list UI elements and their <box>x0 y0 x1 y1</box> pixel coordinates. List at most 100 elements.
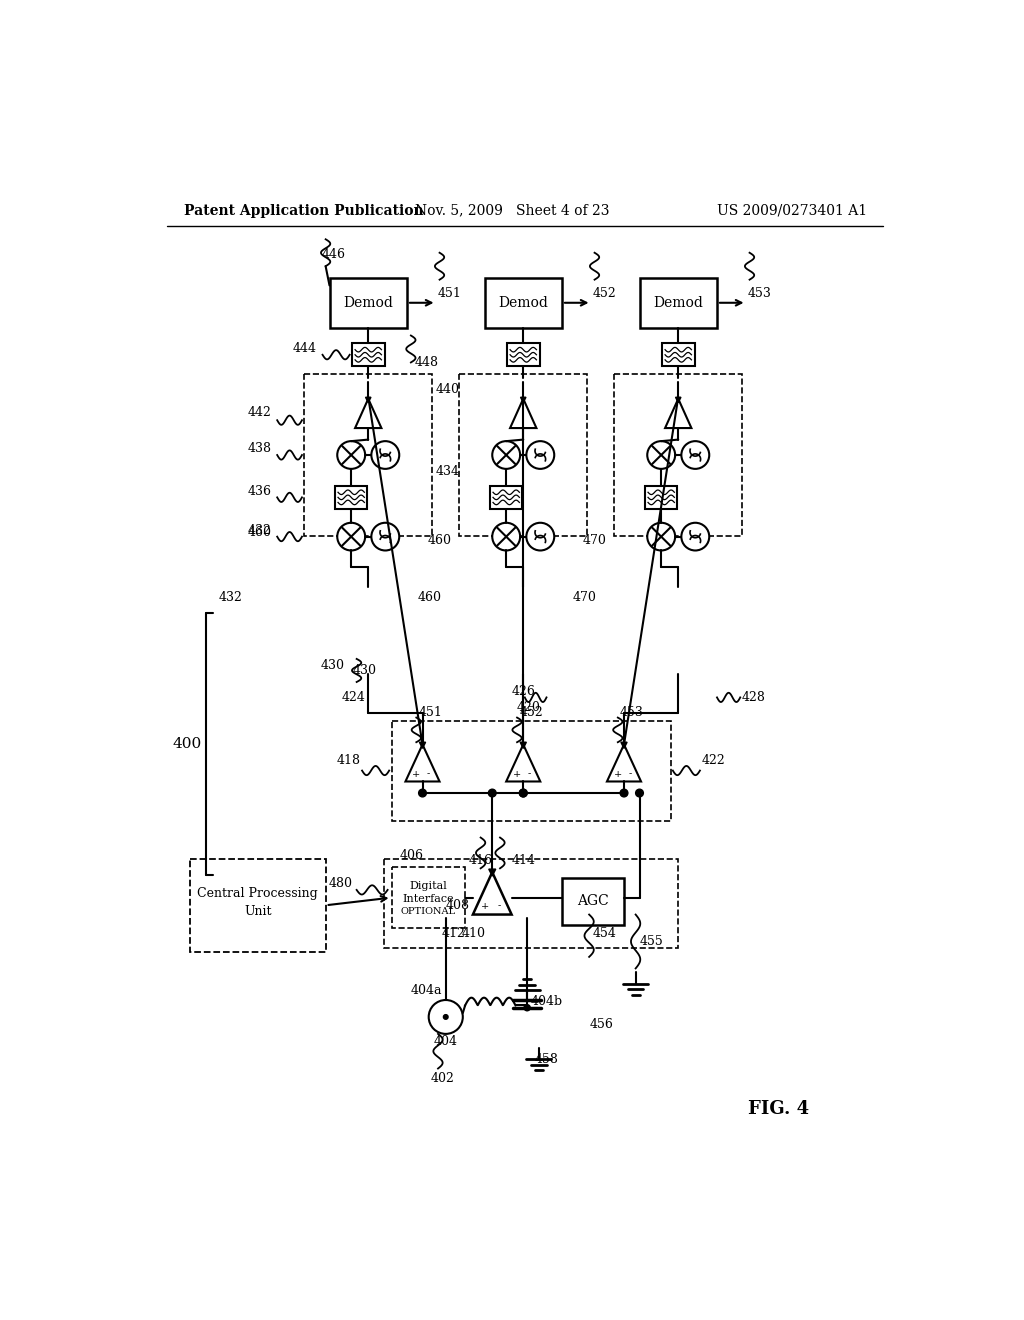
Circle shape <box>493 441 520 469</box>
Bar <box>391 867 465 928</box>
Text: 442: 442 <box>248 407 271 418</box>
Text: Patent Application Publication: Patent Application Publication <box>183 203 424 218</box>
Text: 408: 408 <box>445 899 470 912</box>
Text: 454: 454 <box>593 927 616 940</box>
Text: 470: 470 <box>573 591 597 603</box>
Text: 452: 452 <box>519 706 543 718</box>
Polygon shape <box>676 397 681 403</box>
Text: 432: 432 <box>218 591 243 603</box>
Bar <box>335 486 368 510</box>
Text: 440: 440 <box>436 383 460 396</box>
Polygon shape <box>621 742 627 748</box>
Bar <box>460 374 587 536</box>
Text: 406: 406 <box>399 849 423 862</box>
Bar <box>352 343 385 367</box>
Circle shape <box>526 441 554 469</box>
Text: 458: 458 <box>535 1053 559 1065</box>
Circle shape <box>372 441 399 469</box>
Text: 453: 453 <box>621 706 644 718</box>
Text: 400: 400 <box>173 737 202 751</box>
Bar <box>484 277 562 327</box>
Polygon shape <box>510 399 537 428</box>
Text: 420: 420 <box>517 701 541 714</box>
Bar <box>330 277 407 327</box>
Text: US 2009/0273401 A1: US 2009/0273401 A1 <box>717 203 867 218</box>
Polygon shape <box>420 742 426 748</box>
Text: Digital: Digital <box>410 880 447 891</box>
Bar <box>645 486 678 510</box>
Text: 453: 453 <box>748 286 772 300</box>
Circle shape <box>493 523 520 550</box>
Text: 446: 446 <box>322 248 346 261</box>
Polygon shape <box>506 744 541 781</box>
Circle shape <box>429 1001 463 1034</box>
Text: -: - <box>527 770 531 779</box>
Text: -: - <box>427 770 430 779</box>
Text: 402: 402 <box>430 1072 454 1085</box>
Polygon shape <box>607 744 641 781</box>
Text: 444: 444 <box>293 342 317 355</box>
Text: 416: 416 <box>469 854 493 867</box>
Text: +: + <box>513 770 521 779</box>
Text: -: - <box>498 902 501 911</box>
Text: +: + <box>613 770 622 779</box>
Text: 426: 426 <box>512 685 536 698</box>
Text: 430: 430 <box>321 659 345 672</box>
Polygon shape <box>355 399 381 428</box>
Text: Demod: Demod <box>499 296 548 310</box>
Circle shape <box>621 789 628 797</box>
Circle shape <box>337 523 366 550</box>
Text: 456: 456 <box>589 1018 613 1031</box>
Text: 414: 414 <box>512 854 536 867</box>
Polygon shape <box>406 744 439 781</box>
Text: 460: 460 <box>248 527 271 540</box>
Circle shape <box>524 1005 530 1011</box>
Text: 451: 451 <box>419 706 442 718</box>
Circle shape <box>488 789 496 797</box>
Polygon shape <box>473 873 512 915</box>
Text: 404: 404 <box>434 1035 458 1048</box>
Circle shape <box>372 523 399 550</box>
Polygon shape <box>488 869 496 876</box>
Bar <box>190 859 326 952</box>
Text: OPTIONAL: OPTIONAL <box>400 907 456 916</box>
Bar <box>640 277 717 327</box>
Text: 452: 452 <box>593 286 616 300</box>
Text: Nov. 5, 2009   Sheet 4 of 23: Nov. 5, 2009 Sheet 4 of 23 <box>415 203 609 218</box>
Text: 448: 448 <box>415 356 438 370</box>
Circle shape <box>443 1015 449 1019</box>
Text: 451: 451 <box>438 286 462 300</box>
Text: 480: 480 <box>329 878 352 890</box>
Text: +: + <box>481 902 489 911</box>
Text: 424: 424 <box>341 690 365 704</box>
Circle shape <box>519 789 527 797</box>
Circle shape <box>681 441 710 469</box>
Text: AGC: AGC <box>578 895 609 908</box>
Text: 460: 460 <box>418 591 442 603</box>
Polygon shape <box>520 742 526 748</box>
Bar <box>489 486 522 510</box>
Text: 436: 436 <box>248 484 271 498</box>
Circle shape <box>526 523 554 550</box>
Text: 470: 470 <box>583 535 606 546</box>
Bar <box>507 343 540 367</box>
Polygon shape <box>520 397 526 403</box>
Text: Central Processing: Central Processing <box>198 887 318 900</box>
Text: 432: 432 <box>248 524 271 537</box>
Polygon shape <box>665 399 691 428</box>
Bar <box>562 878 624 924</box>
Circle shape <box>337 441 366 469</box>
Text: 418: 418 <box>337 754 360 767</box>
Bar <box>384 859 678 948</box>
Circle shape <box>647 523 675 550</box>
Text: Demod: Demod <box>343 296 393 310</box>
Text: 455: 455 <box>640 935 664 948</box>
Circle shape <box>647 441 675 469</box>
Text: 404a: 404a <box>411 983 442 997</box>
Text: +: + <box>413 770 421 779</box>
Circle shape <box>636 789 643 797</box>
Text: 460: 460 <box>428 535 452 546</box>
Text: FIG. 4: FIG. 4 <box>748 1101 809 1118</box>
Text: Interface: Interface <box>402 894 454 904</box>
Text: 434: 434 <box>436 465 460 478</box>
